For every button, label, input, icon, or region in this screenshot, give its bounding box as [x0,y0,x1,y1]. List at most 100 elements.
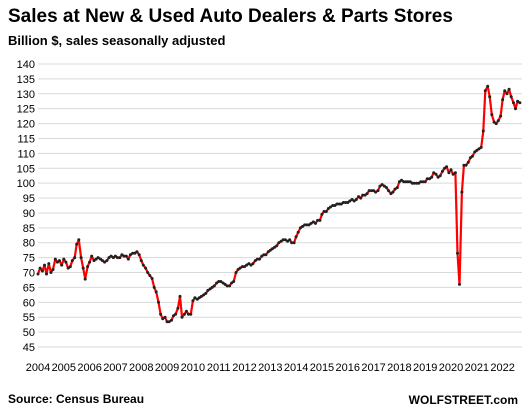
data-point [105,259,109,263]
y-tick-label: 75 [23,253,35,265]
y-tick-label: 125 [17,104,35,116]
data-point [223,282,227,286]
data-point [148,274,152,277]
data-point [318,218,322,222]
data-point [460,190,464,194]
data-point [391,190,395,194]
y-tick-label: 140 [17,59,35,71]
data-point [182,312,186,316]
data-point [163,315,167,319]
x-axis-ticks: 2004 2005 2006 2007 2008 2009 2010 2011 2012 2013… [26,362,515,374]
data-point [141,263,145,267]
data-point [187,312,190,316]
data-point [503,89,507,93]
y-axis-ticks: 45 50 55 60 65 70 75 80 85 90 95 100 105 110 115 120 125… [17,59,35,354]
data-point [458,282,461,286]
data-point [238,266,242,270]
data-point [128,253,132,257]
data-point [492,120,496,124]
data-markers [36,84,522,324]
y-tick-label: 110 [17,148,35,160]
data-point [275,244,279,248]
x-tick-label: 2007 [103,362,127,374]
data-point [268,248,272,252]
data-point [191,299,195,303]
data-point [68,265,72,269]
y-tick-label: 100 [17,178,35,190]
data-point [283,238,287,242]
data-point [514,107,517,111]
data-point [270,247,274,251]
data-point [253,259,257,263]
data-point [109,254,113,258]
y-tick-label: 95 [23,193,35,205]
data-point [199,294,203,298]
data-point [75,242,79,246]
data-point [324,210,328,213]
data-point [273,245,277,249]
data-point [170,318,173,322]
data-point [410,181,414,185]
source-note: Source: Census Bureau [8,392,145,406]
data-point [423,180,427,184]
data-point [180,315,184,319]
data-point [243,265,246,269]
data-point [45,272,48,276]
data-point [380,183,384,187]
data-point [357,195,361,199]
data-point [174,312,178,316]
series-sales [36,85,521,323]
data-point [116,256,119,260]
y-tick-label: 55 [23,312,35,324]
data-point [193,296,197,300]
data-point [466,160,470,164]
x-tick-label: 2019 [413,362,437,374]
data-point [240,265,244,269]
data-point [245,263,249,267]
y-tick-label: 130 [17,89,35,101]
x-tick-label: 2006 [77,362,101,374]
y-tick-label: 90 [23,208,35,220]
data-point [412,181,416,185]
data-point [395,186,399,190]
data-point [430,175,434,179]
y-tick-label: 45 [23,342,35,354]
data-point [365,192,369,196]
data-point [408,180,412,184]
data-point [417,181,421,185]
data-point [322,210,326,213]
data-point [400,178,403,182]
data-point [370,189,373,193]
data-point [447,171,451,175]
y-tick-label: 105 [17,163,35,175]
data-point [406,180,410,184]
gridlines [38,63,522,348]
data-point [53,257,57,261]
data-point [77,238,81,242]
data-point [311,220,315,224]
brand-watermark: WOLFSTREET.com [408,393,518,407]
data-point [499,114,503,118]
data-point [86,265,90,269]
data-point [436,175,440,179]
x-tick-label: 2012 [232,362,256,374]
data-point [81,266,85,270]
data-point [354,198,358,201]
data-point [88,260,92,264]
y-tick-label: 70 [23,268,35,280]
data-point [135,250,139,254]
x-tick-label: 2011 [207,362,231,374]
y-tick-label: 85 [23,223,35,235]
data-point [228,284,231,288]
x-tick-label: 2008 [129,362,153,374]
data-point [66,266,70,270]
data-point [449,168,453,172]
data-point [512,101,515,105]
data-point [230,281,234,285]
data-point [509,95,513,99]
data-point [486,84,490,88]
data-point [477,147,481,151]
data-point [79,256,83,260]
data-point [255,257,259,261]
series-line [36,85,521,323]
